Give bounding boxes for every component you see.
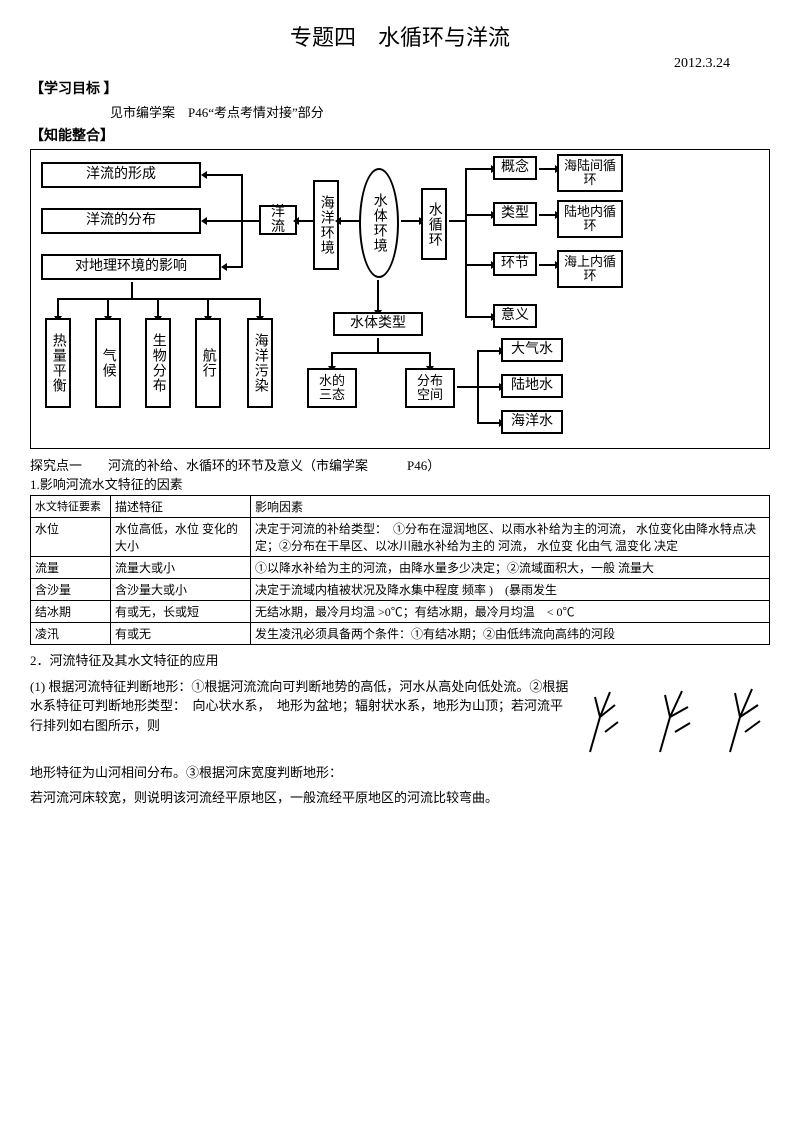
cell: 有或无 — [111, 623, 251, 645]
cell: 凌汛 — [31, 623, 111, 645]
cell: 水位 — [31, 518, 111, 557]
box-leixing: 类型 — [493, 202, 537, 226]
th-1: 描述特征 — [111, 496, 251, 518]
part2-p1: (1) 根据河流特征判断地形：①根据河流流向可判断地势的高低，河水从高处向低处流… — [30, 679, 568, 733]
box-hsnxh: 海上内循环 — [557, 250, 623, 288]
box-sdst: 水的三态 — [307, 368, 357, 408]
box-bottom-0: 热量平衡 — [45, 318, 71, 408]
explore-1: 探究点一 河流的补给、水循环的环节及意义（市编学案 P46） — [30, 455, 770, 474]
box-lds: 陆地水 — [501, 374, 563, 398]
cell: 有或无，长或短 — [111, 601, 251, 623]
goal-heading: 【学习目标 】 — [30, 78, 770, 98]
box-schj: 水体环境 — [359, 168, 399, 278]
box-yiyi: 意义 — [493, 304, 537, 328]
table-row: 结冰期 有或无，长或短 无结冰期，最冷月均温 >0℃；有结冰期，最冷月均温 < … — [31, 601, 770, 623]
cell: 结冰期 — [31, 601, 111, 623]
knowledge-diagram: 洋流的形成 洋流的分布 对地理环境的影响 洋流 海洋环境 水体环境 水循环 概念… — [30, 149, 770, 449]
box-gainian: 概念 — [493, 156, 537, 180]
cell: 发生凌汛必须具备两个条件：①有结冰期；②由低纬流向高纬的河段 — [251, 623, 770, 645]
box-stlt: 水体类型 — [333, 312, 423, 336]
table-row: 凌汛 有或无 发生凌汛必须具备两个条件：①有结冰期；②由低纬流向高纬的河段 — [31, 623, 770, 645]
part2-heading: 2．河流特征及其水文特征的应用 — [30, 651, 770, 671]
box-bottom-2: 生物分布 — [145, 318, 171, 408]
table-header-row: 水文特征要素 描述特征 影响因素 — [31, 496, 770, 518]
box-dqs: 大气水 — [501, 338, 563, 362]
cell: 决定于河流的补给类型： ①分布在湿润地区、以雨水补给为主的河流， 水位变化由降水… — [251, 518, 770, 557]
th-0: 水文特征要素 — [31, 496, 111, 518]
box-bottom-3: 航行 — [195, 318, 221, 408]
river-pattern-icon — [570, 677, 770, 757]
part2-p3: 若河流河床较宽，则说明该河流经平原地区，一般流经平原地区的河流比较弯曲。 — [30, 788, 770, 808]
box-hyhj: 海洋环境 — [313, 180, 339, 270]
box-fbkj: 分布空间 — [405, 368, 455, 408]
part2-p2: 地形特征为山河相间分布。③根据河床宽度判断地形： — [30, 763, 770, 783]
th-2: 影响因素 — [251, 496, 770, 518]
table-row: 流量 流量大或小 ①以降水补给为主的河流，由降水量多少决定；②流域面积大，一般 … — [31, 557, 770, 579]
cell: 流量 — [31, 557, 111, 579]
cell: 决定于流域内植被状况及降水集中程度 频率 ) (暴雨发生 — [251, 579, 770, 601]
cell: 含沙量大或小 — [111, 579, 251, 601]
box-bottom-4: 海洋污染 — [247, 318, 273, 408]
cell: 水位高低，水位 变化的大小 — [111, 518, 251, 557]
page-title: 专题四 水循环与洋流 — [30, 20, 770, 52]
table-row: 含沙量 含沙量大或小 决定于流域内植被状况及降水集中程度 频率 ) (暴雨发生 — [31, 579, 770, 601]
cell: 含沙量 — [31, 579, 111, 601]
table-row: 水位 水位高低，水位 变化的大小 决定于河流的补给类型： ①分布在湿润地区、以雨… — [31, 518, 770, 557]
cell: ①以降水补给为主的河流，由降水量多少决定；②流域面积大，一般 流量大 — [251, 557, 770, 579]
box-ldnxh: 陆地内循环 — [557, 200, 623, 238]
goal-text: 见市编学案 P46“考点考情对接”部分 — [110, 102, 770, 121]
box-bottom-1: 气候 — [95, 318, 121, 408]
box-yangliu: 洋流 — [259, 205, 297, 235]
box-hys: 海洋水 — [501, 410, 563, 434]
sub-1: 1.影响河流水文特征的因素 — [30, 474, 770, 493]
box-sxh: 水循环 — [421, 188, 447, 260]
hydrology-table: 水文特征要素 描述特征 影响因素 水位 水位高低，水位 变化的大小 决定于河流的… — [30, 495, 770, 645]
integrate-heading: 【知能整合】 — [30, 125, 770, 145]
cell: 流量大或小 — [111, 557, 251, 579]
box-ocean-formation: 洋流的形成 — [41, 162, 201, 188]
box-ocean-distribution: 洋流的分布 — [41, 208, 201, 234]
box-huanjie: 环节 — [493, 252, 537, 276]
cell: 无结冰期，最冷月均温 >0℃；有结冰期，最冷月均温 < 0℃ — [251, 601, 770, 623]
box-geo-impact: 对地理环境的影响 — [41, 254, 221, 280]
date: 2012.3.24 — [30, 56, 730, 72]
box-hljxh: 海陆间循环 — [557, 154, 623, 192]
